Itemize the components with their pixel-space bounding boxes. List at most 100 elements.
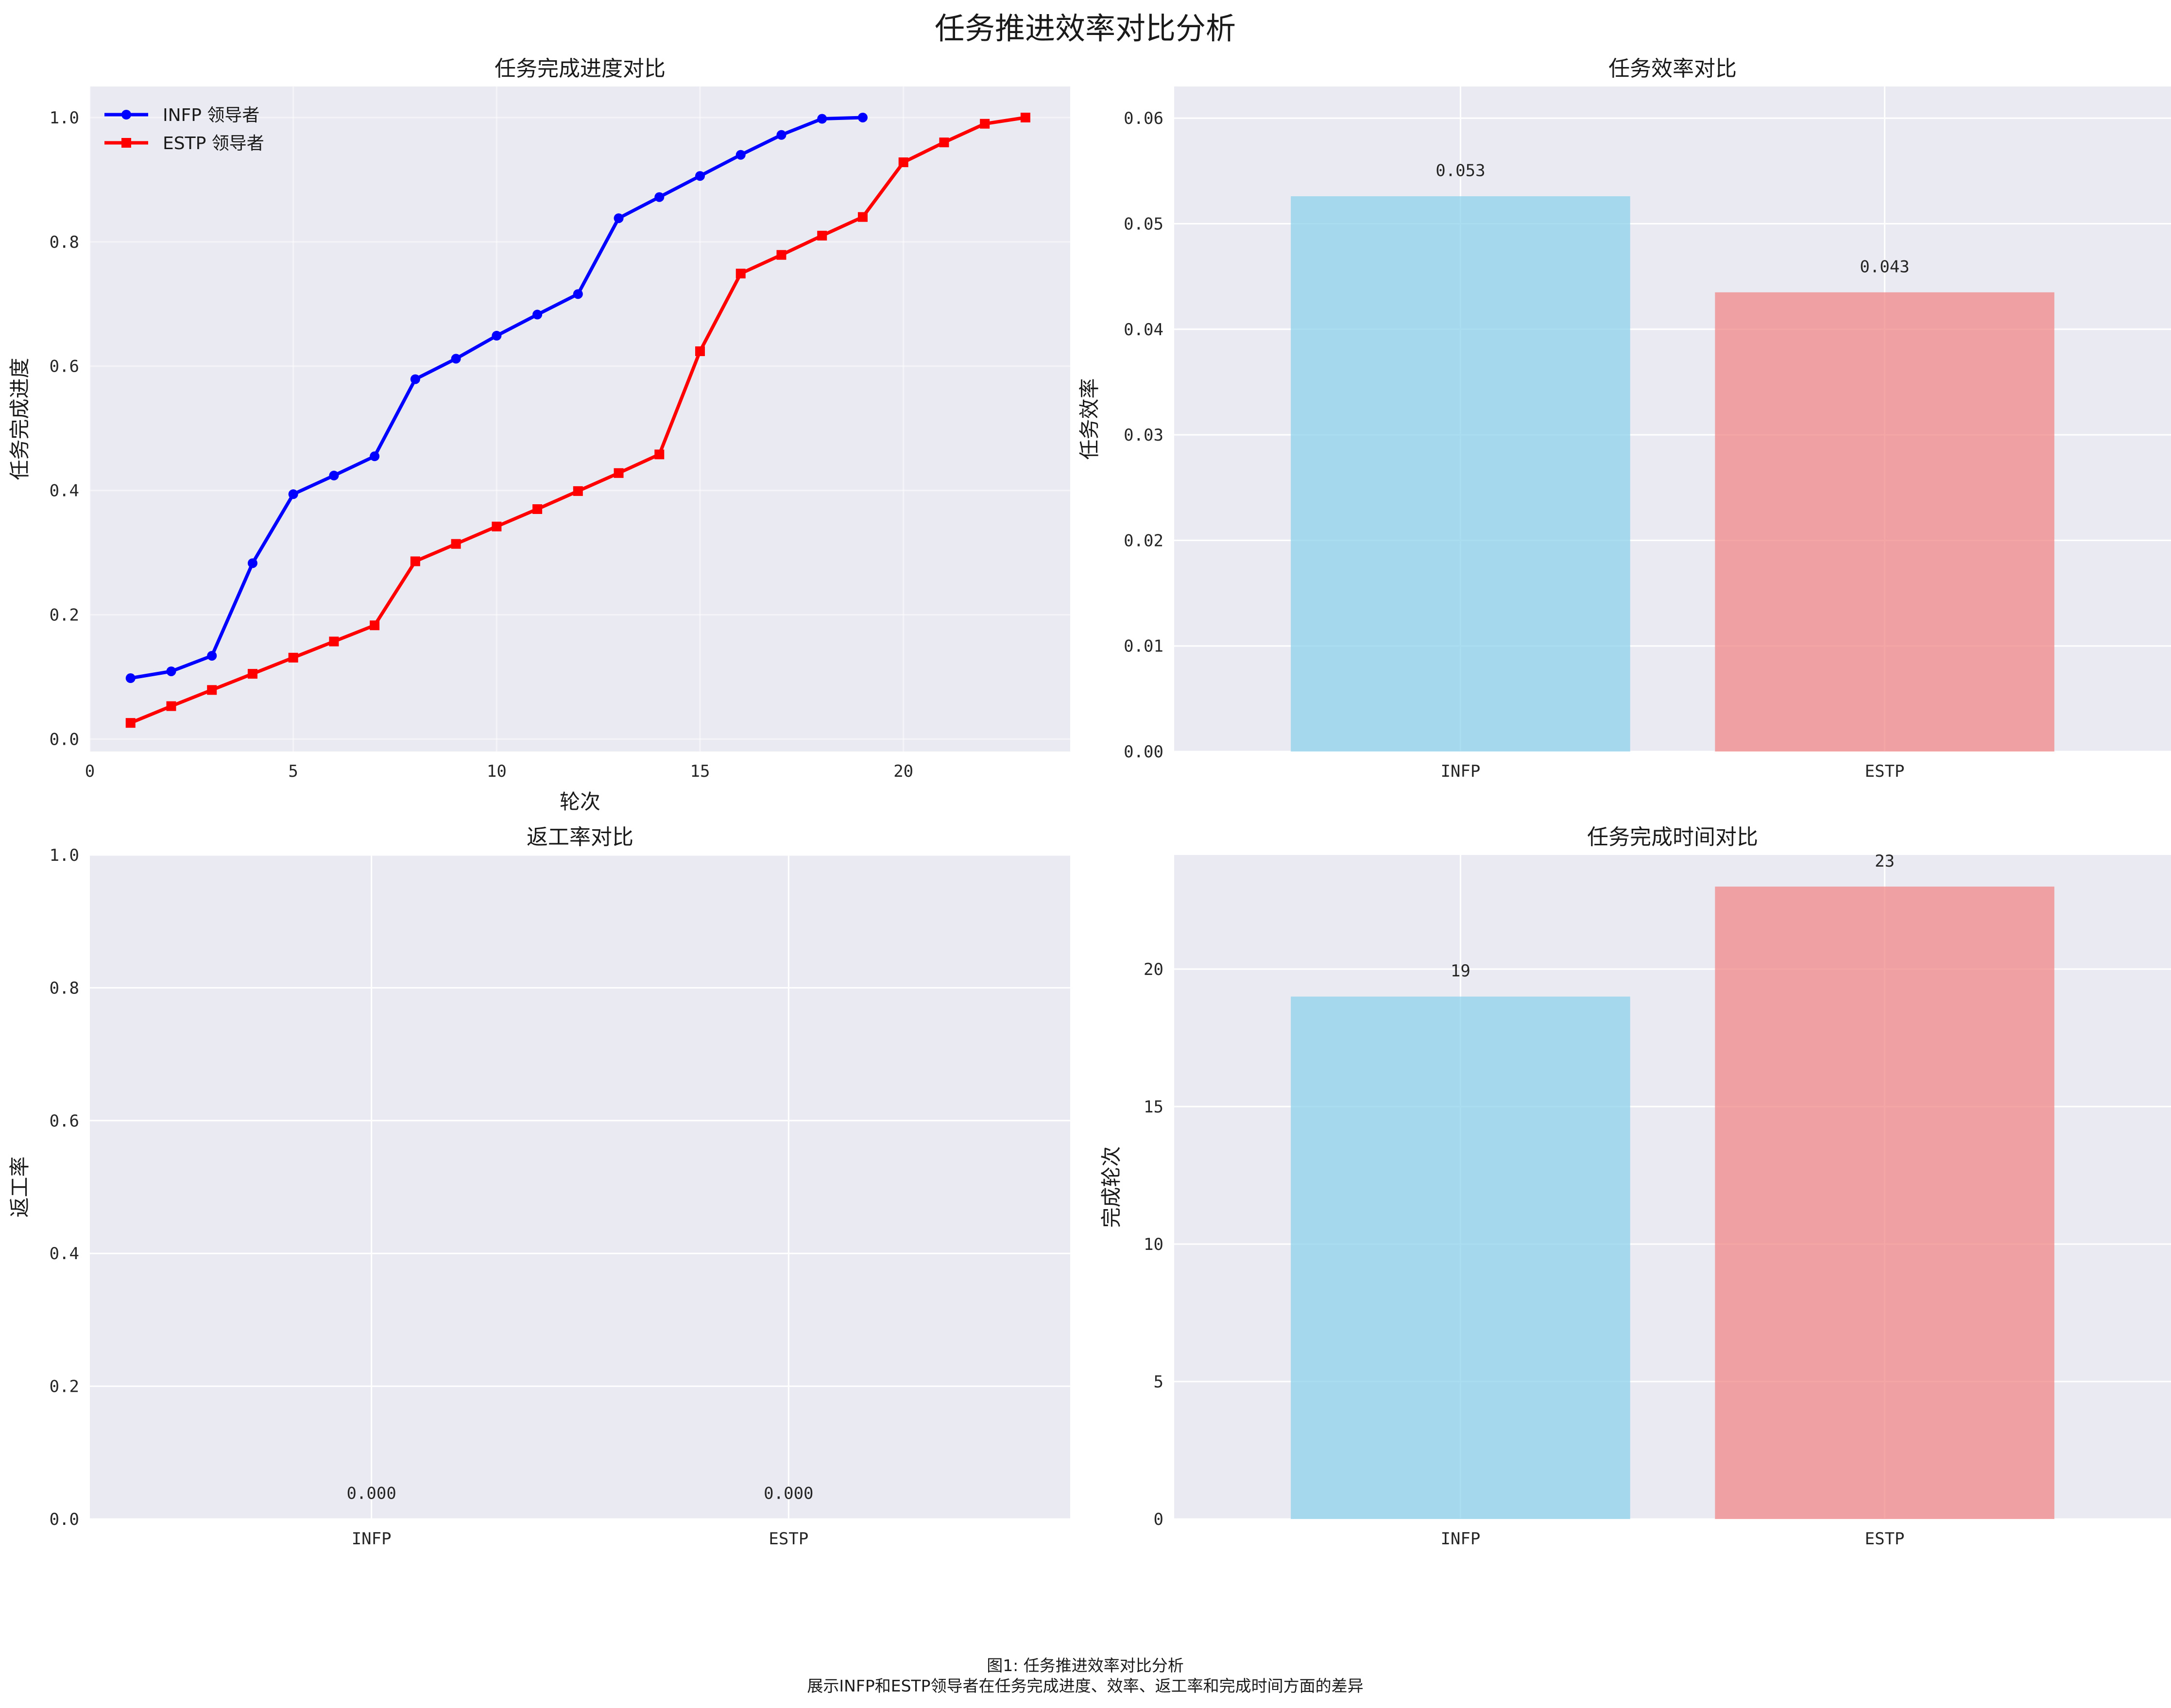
data-point — [735, 269, 746, 279]
y-axis-label: 返工率 — [8, 1156, 32, 1217]
chart-title: 任务效率对比 — [1608, 56, 1737, 81]
data-point — [857, 212, 868, 222]
data-point — [247, 669, 257, 679]
y-tick-label: 0.0 — [50, 730, 79, 749]
caption-line-1: 图1: 任务推进效率对比分析 — [987, 1656, 1184, 1675]
x-tick-label: 10 — [487, 762, 507, 781]
y-tick-label: 0.04 — [1124, 320, 1163, 340]
y-tick-label: 0.8 — [50, 978, 79, 998]
data-point — [370, 620, 380, 631]
data-point — [288, 652, 298, 663]
data-point — [532, 504, 543, 514]
caption-line-2: 展示INFP和ESTP领导者在任务完成进度、效率、返工率和完成时间方面的差异 — [807, 1676, 1363, 1695]
data-point — [898, 157, 908, 168]
data-point — [207, 650, 217, 661]
data-label: 0.000 — [764, 1484, 813, 1503]
y-tick-label: 5 — [1154, 1372, 1163, 1392]
data-point — [654, 192, 665, 202]
y-tick-label: 15 — [1144, 1097, 1163, 1117]
x-tick-label: INFP — [352, 1529, 392, 1549]
data-label: 0.053 — [1436, 161, 1485, 181]
bar-infp — [1291, 996, 1630, 1519]
data-point — [492, 331, 502, 341]
data-point — [532, 309, 543, 320]
x-tick-label: INFP — [1440, 1529, 1480, 1549]
y-axis-label: 任务效率 — [1077, 378, 1101, 460]
chart-title: 任务完成进度对比 — [495, 56, 666, 81]
data-point — [980, 119, 990, 129]
data-point — [695, 346, 705, 357]
rework-chart: 0.000 0.000 INFP ESTP 0.0 0.2 0.4 0.6 0.8 1.0 返工率对… — [8, 825, 1070, 1549]
data-point — [939, 137, 949, 148]
data-point — [166, 701, 176, 711]
y-tick-label: 1.0 — [50, 846, 79, 865]
data-point — [125, 673, 136, 683]
y-tick-label: 0.05 — [1124, 214, 1163, 234]
legend-label: ESTP 领导者 — [163, 134, 264, 154]
data-point — [817, 114, 827, 124]
data-point — [614, 213, 624, 223]
y-tick-label: 0.01 — [1124, 637, 1163, 656]
y-tick-label: 0.4 — [50, 481, 79, 501]
data-label: 19 — [1451, 961, 1470, 981]
y-tick-label: 0.4 — [50, 1244, 79, 1264]
y-tick-label: 0.0 — [50, 1510, 79, 1529]
y-tick-label: 0.00 — [1124, 742, 1163, 762]
efficiency-chart: 0.053 0.043 INFP ESTP 0.00 0.01 0.02 0.03 0.04 0.… — [1077, 56, 2171, 781]
data-point — [492, 521, 502, 531]
legend-label: INFP 领导者 — [163, 105, 259, 125]
y-tick-label: 20 — [1144, 960, 1163, 979]
data-label: 23 — [1875, 852, 1895, 871]
data-point — [451, 539, 461, 549]
y-tick-label: 0 — [1154, 1510, 1163, 1529]
x-tick-label: 5 — [288, 762, 298, 781]
bar-infp — [1291, 196, 1630, 752]
legend: INFP 领导者 ESTP 领导者 — [104, 105, 264, 154]
y-tick-label: 0.03 — [1124, 426, 1163, 445]
data-point — [573, 289, 583, 299]
figure-suptitle: 任务推进效率对比分析 — [935, 11, 1236, 46]
data-point — [166, 666, 176, 676]
legend-marker — [121, 110, 131, 120]
y-tick-label: 0.2 — [50, 1377, 79, 1397]
data-point — [695, 171, 705, 181]
data-point — [329, 470, 339, 480]
data-point — [451, 354, 461, 364]
x-tick-label: ESTP — [1865, 1529, 1905, 1549]
data-point — [735, 150, 746, 160]
data-label: 0.000 — [346, 1484, 396, 1503]
y-tick-label: 0.02 — [1124, 531, 1163, 550]
x-tick-label: INFP — [1440, 762, 1480, 781]
x-tick-label: 15 — [690, 762, 710, 781]
data-point — [410, 374, 420, 384]
data-point — [776, 130, 786, 140]
data-label: 0.043 — [1860, 257, 1909, 276]
data-point — [288, 489, 298, 499]
bar-estp — [1715, 887, 2054, 1519]
data-point — [1020, 112, 1030, 122]
x-tick-label: 20 — [893, 762, 913, 781]
y-tick-label: 0.6 — [50, 1111, 79, 1131]
y-tick-label: 0.2 — [50, 606, 79, 625]
x-axis-label: 轮次 — [560, 790, 600, 814]
y-tick-label: 1.0 — [50, 108, 79, 128]
data-point — [247, 558, 257, 568]
y-tick-label: 0.6 — [50, 357, 79, 376]
y-tick-label: 0.8 — [50, 233, 79, 252]
data-point — [410, 556, 420, 566]
data-point — [654, 449, 665, 460]
data-point — [573, 486, 583, 496]
data-point — [370, 451, 380, 461]
data-point — [817, 231, 827, 241]
data-point — [857, 112, 868, 122]
x-tick-label: ESTP — [769, 1529, 808, 1549]
data-point — [125, 718, 136, 728]
y-axis-label: 完成轮次 — [1099, 1146, 1123, 1228]
x-tick-label: 0 — [85, 762, 95, 781]
y-tick-label: 10 — [1144, 1235, 1163, 1254]
plot-area — [90, 855, 1070, 1519]
x-tick-label: ESTP — [1865, 762, 1905, 781]
data-point — [614, 468, 624, 478]
